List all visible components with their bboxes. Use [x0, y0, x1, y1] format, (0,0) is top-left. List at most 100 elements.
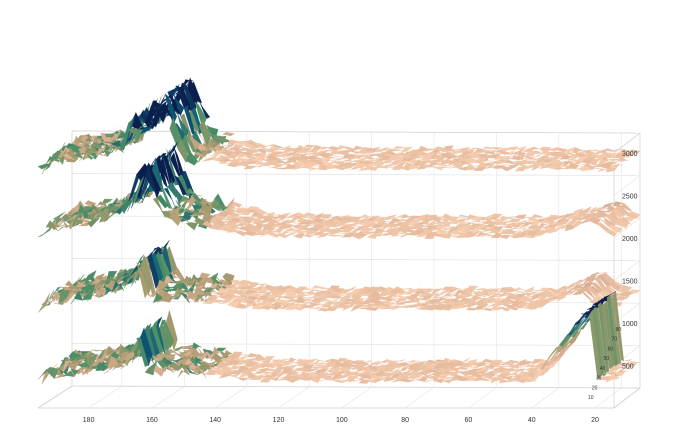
surface-facet	[597, 158, 610, 166]
surface-facet	[311, 297, 324, 304]
surface-facet	[435, 229, 448, 236]
surface-facet	[89, 138, 102, 143]
surface-facet	[301, 235, 313, 238]
surface-facet	[301, 294, 314, 297]
surface-facet	[472, 159, 484, 164]
surface-facet	[516, 227, 528, 230]
surface-facet	[132, 175, 145, 206]
x-tick-label: 180	[83, 417, 95, 424]
surface-facet	[385, 214, 397, 219]
z-tick-label: 1500	[622, 279, 638, 286]
surface-facet	[374, 165, 387, 169]
surface-facet	[62, 370, 75, 377]
surface-facet	[511, 369, 523, 372]
surface-facet	[432, 221, 444, 225]
surface-facet	[37, 228, 51, 238]
surface-facet	[95, 361, 108, 371]
surface-facet	[398, 148, 410, 153]
surface-facet	[401, 287, 413, 290]
y-tick-label: 10	[588, 395, 594, 401]
surface-facet	[408, 304, 420, 308]
surface-facet	[598, 275, 611, 287]
surface-facet	[220, 145, 232, 151]
surface-facet	[319, 157, 332, 163]
surface-facet	[292, 232, 306, 239]
surface-facet	[65, 361, 79, 372]
surface-facet	[337, 150, 350, 156]
y-tick-label: 40	[600, 366, 606, 372]
surface-facet	[194, 294, 207, 303]
surface-facet	[306, 368, 319, 373]
surface-facet	[342, 233, 355, 238]
surface-facet	[319, 214, 333, 219]
surface-facet	[557, 221, 569, 226]
surface-facet	[37, 292, 51, 313]
surface-facet	[603, 154, 616, 158]
surface-facet	[508, 218, 521, 223]
surface-facet	[620, 359, 632, 362]
surface-facet	[303, 144, 316, 148]
y-tick-label: 80	[615, 327, 621, 333]
surface-facet	[361, 304, 374, 308]
surface-facet	[187, 195, 200, 211]
surface-facet	[378, 290, 391, 298]
surface-facet	[556, 224, 568, 230]
surface-facet	[342, 164, 355, 170]
axis-tick-labels: 180 160 140 120 100 80 60 40 20 500 1000 1500 2000 25…	[83, 151, 638, 424]
surface-facet	[547, 228, 560, 234]
surface-facet	[430, 288, 443, 296]
surface-facet	[268, 165, 281, 169]
surface-facet	[432, 293, 444, 300]
surface-facet	[279, 231, 292, 236]
surface-facet	[555, 147, 568, 153]
surface-facet	[503, 288, 516, 292]
surface-facet	[45, 220, 59, 231]
surface-facet	[57, 211, 70, 228]
surface-facet	[441, 166, 453, 168]
surface-facet	[218, 372, 232, 379]
surface-facet	[271, 228, 284, 233]
x-floor-gridline	[341, 386, 372, 409]
surface-facet	[592, 306, 604, 377]
surface-facet	[170, 271, 183, 279]
surface-facet	[250, 372, 263, 376]
surface-facet	[259, 162, 273, 167]
surface-facet	[468, 220, 480, 223]
surface-facet	[564, 290, 576, 295]
surface-facet	[156, 194, 169, 209]
surface-facet	[430, 215, 443, 223]
surface-facet	[559, 155, 572, 160]
surface-facet	[172, 89, 185, 117]
surface-facet	[255, 229, 268, 235]
surface-facet	[336, 375, 350, 380]
surface-facet	[120, 268, 133, 286]
surface-facet	[250, 298, 263, 303]
surface-facet	[617, 157, 629, 161]
x-floor-gridline	[151, 386, 185, 409]
surface-facet	[269, 365, 281, 369]
surface-facet	[393, 359, 405, 362]
surface-facet	[325, 164, 338, 170]
surface-facet	[411, 373, 424, 381]
surface-facet	[448, 220, 461, 225]
surface-facet	[445, 155, 458, 161]
surface-facet	[210, 298, 224, 303]
surface-facet	[342, 304, 355, 311]
surface-facet	[620, 367, 632, 371]
surface-facet	[582, 275, 594, 286]
surface-layers	[37, 77, 641, 385]
surface-facet	[283, 159, 296, 165]
x-floor-gridline	[468, 387, 497, 409]
surface-facet	[358, 153, 371, 158]
surface-facet	[555, 166, 568, 170]
surface-facet	[209, 367, 222, 371]
surface-facet	[457, 305, 470, 309]
surface-facet	[260, 218, 274, 224]
surface-facet	[87, 218, 100, 228]
surface-facet	[251, 357, 264, 362]
surface-facet	[620, 154, 632, 159]
surface-facet	[285, 220, 298, 224]
surface-facet	[530, 221, 543, 228]
surface-facet	[198, 98, 211, 119]
surface-facet	[612, 291, 624, 362]
